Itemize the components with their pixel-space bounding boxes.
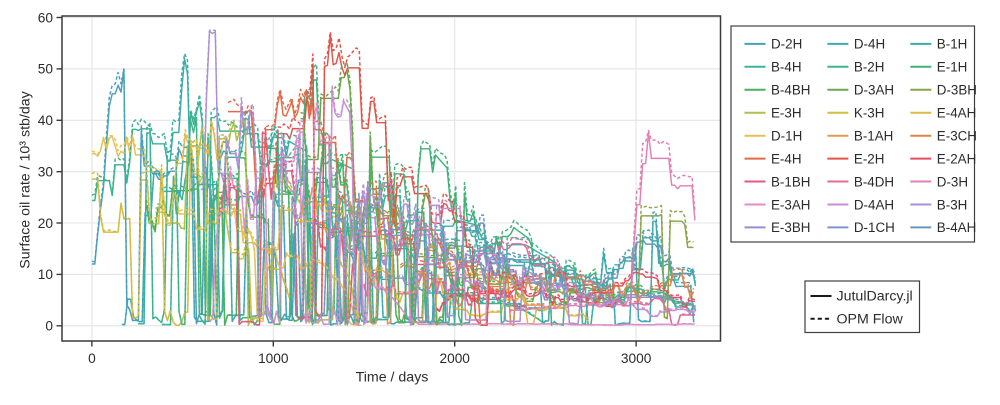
svg-text:E-3BH: E-3BH (771, 220, 810, 235)
svg-text:B-1AH: B-1AH (854, 129, 893, 144)
svg-text:2000: 2000 (439, 351, 470, 366)
svg-text:B-2H: B-2H (854, 60, 885, 75)
svg-text:0: 0 (88, 351, 96, 366)
svg-text:B-4BH: B-4BH (771, 83, 810, 98)
svg-text:E-3H: E-3H (771, 106, 802, 121)
svg-text:Time / days: Time / days (356, 370, 429, 386)
svg-text:3000: 3000 (621, 351, 652, 366)
svg-text:40: 40 (38, 113, 54, 128)
svg-text:B-4H: B-4H (771, 60, 802, 75)
svg-text:E-3CH: E-3CH (937, 129, 977, 144)
svg-text:E-2AH: E-2AH (937, 151, 976, 166)
svg-text:B-3H: B-3H (937, 197, 968, 212)
svg-text:JutulDarcy.jl: JutulDarcy.jl (837, 289, 913, 305)
svg-text:30: 30 (38, 165, 54, 180)
svg-text:E-4H: E-4H (771, 151, 802, 166)
svg-text:D-3AH: D-3AH (854, 83, 894, 98)
svg-text:0: 0 (45, 319, 53, 334)
svg-text:D-3BH: D-3BH (937, 83, 977, 98)
svg-text:Surface oil rate / 10³ stb/day: Surface oil rate / 10³ stb/day (18, 90, 34, 268)
svg-text:60: 60 (38, 10, 54, 25)
svg-text:10: 10 (38, 267, 54, 282)
svg-text:E-4AH: E-4AH (937, 106, 976, 121)
svg-text:D-3H: D-3H (937, 174, 968, 189)
svg-text:B-1BH: B-1BH (771, 174, 810, 189)
svg-text:D-2H: D-2H (771, 37, 802, 52)
svg-text:20: 20 (38, 216, 54, 231)
svg-text:B-4AH: B-4AH (937, 220, 976, 235)
svg-text:D-4H: D-4H (854, 37, 885, 52)
svg-text:B-4DH: B-4DH (854, 174, 894, 189)
svg-text:D-1H: D-1H (771, 129, 802, 144)
svg-text:D-1CH: D-1CH (854, 220, 895, 235)
svg-text:E-3AH: E-3AH (771, 197, 810, 212)
svg-text:OPM Flow: OPM Flow (837, 312, 904, 328)
svg-text:D-4AH: D-4AH (854, 197, 894, 212)
svg-text:E-2H: E-2H (854, 151, 885, 166)
svg-text:1000: 1000 (258, 351, 289, 366)
svg-text:50: 50 (38, 62, 54, 77)
svg-text:E-1H: E-1H (937, 60, 968, 75)
svg-text:B-1H: B-1H (937, 37, 968, 52)
svg-text:K-3H: K-3H (854, 106, 885, 121)
